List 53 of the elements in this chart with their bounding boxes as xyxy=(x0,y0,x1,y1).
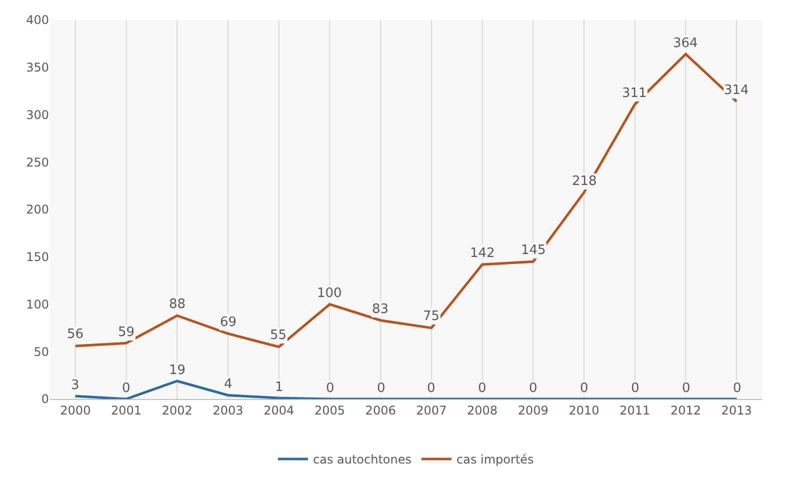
data-label: 218 xyxy=(572,174,597,189)
data-label: 142 xyxy=(470,246,495,261)
data-label: 311 xyxy=(622,86,647,101)
x-tick-label: 2012 xyxy=(670,403,701,418)
legend-label: cas importés xyxy=(456,452,534,467)
y-tick-label: 250 xyxy=(26,155,49,170)
data-label: 0 xyxy=(326,381,334,396)
data-label: 69 xyxy=(220,315,237,330)
y-tick-label: 50 xyxy=(34,344,49,359)
data-label: 145 xyxy=(521,243,546,258)
x-tick-label: 2013 xyxy=(721,403,752,418)
data-label: 0 xyxy=(478,381,486,396)
data-label: 314 xyxy=(724,83,749,98)
data-label: 75 xyxy=(423,309,440,324)
data-label: 0 xyxy=(529,381,538,396)
data-label: 0 xyxy=(427,381,436,396)
data-label: 88 xyxy=(169,297,186,312)
data-label: 100 xyxy=(317,286,342,301)
y-tick-label: 350 xyxy=(26,60,49,75)
x-tick-label: 2003 xyxy=(212,403,244,418)
x-tick-label: 2010 xyxy=(568,403,600,418)
data-label: 0 xyxy=(377,381,386,396)
data-label: 59 xyxy=(118,325,135,340)
data-label: 3 xyxy=(71,378,80,393)
data-label: 19 xyxy=(169,363,186,378)
x-tick-label: 2001 xyxy=(111,403,142,418)
data-label: 0 xyxy=(682,381,690,396)
data-label: 4 xyxy=(224,377,232,392)
data-label: 83 xyxy=(372,302,389,317)
y-tick-label: 0 xyxy=(41,392,49,406)
x-tick-label: 2002 xyxy=(162,403,192,418)
x-tick-label: 2009 xyxy=(518,403,548,418)
y-tick-label: 200 xyxy=(26,202,49,217)
data-label: 0 xyxy=(122,381,130,396)
x-tick-label: 2004 xyxy=(264,403,294,418)
legend-label: cas autochtones xyxy=(313,452,412,467)
y-tick-label: 150 xyxy=(26,250,49,264)
x-tick-label: 2011 xyxy=(620,403,650,418)
x-tick-label: 2000 xyxy=(60,403,91,418)
data-label: 1 xyxy=(275,380,284,395)
data-label: 0 xyxy=(631,381,640,396)
data-label: 0 xyxy=(733,381,742,396)
x-tick-label: 2006 xyxy=(365,403,396,418)
data-label: 364 xyxy=(673,36,698,51)
y-tick-label: 400 xyxy=(26,13,49,28)
data-label: 0 xyxy=(580,381,588,396)
x-tick-label: 2008 xyxy=(467,403,498,418)
data-label: 56 xyxy=(67,327,84,342)
y-tick-label: 300 xyxy=(26,108,49,122)
x-tick-label: 2007 xyxy=(416,403,447,418)
x-tick-label: 2005 xyxy=(314,403,345,418)
y-tick-label: 100 xyxy=(26,297,49,312)
data-label: 55 xyxy=(270,328,287,343)
